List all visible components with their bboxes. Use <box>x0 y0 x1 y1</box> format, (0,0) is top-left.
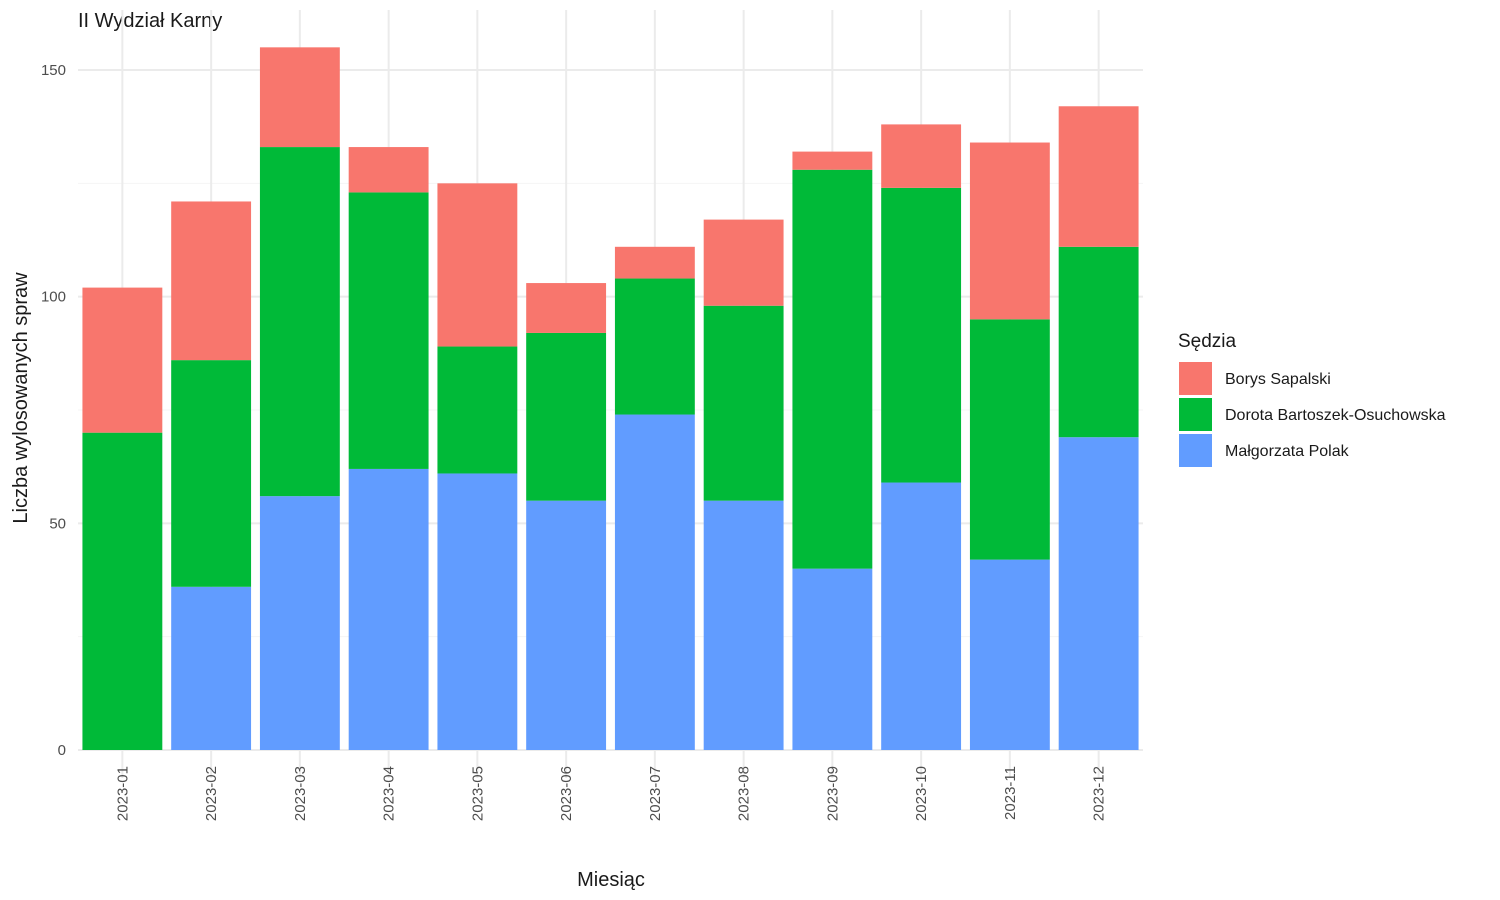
bar-segment <box>703 305 784 501</box>
legend-label: Dorota Bartoszek-Osuchowska <box>1225 407 1446 424</box>
bar-segment <box>614 246 695 279</box>
x-tick-label: 2023-02 <box>203 766 220 821</box>
bar-segment <box>259 496 340 750</box>
x-tick-label: 2023-07 <box>647 766 664 821</box>
x-tick-label: 2023-03 <box>292 766 309 821</box>
bar-segment <box>82 432 163 750</box>
bar-segment <box>437 346 518 474</box>
y-tick-label: 100 <box>41 289 66 306</box>
x-tick-label: 2023-10 <box>913 766 930 821</box>
bar-segment <box>437 473 518 750</box>
bar-segment <box>792 169 873 569</box>
bar-segment <box>881 124 962 188</box>
bar-segment <box>1058 437 1139 750</box>
legend-key <box>1179 362 1212 395</box>
bars <box>82 47 1139 750</box>
x-tick-label: 2023-08 <box>736 766 753 821</box>
x-tick-label: 2023-06 <box>558 766 575 821</box>
x-tick-label: 2023-11 <box>1002 766 1019 820</box>
bar-segment <box>881 187 962 483</box>
x-tick-label: 2023-09 <box>824 766 841 821</box>
bar-segment <box>259 147 340 497</box>
y-tick-label: 0 <box>58 742 66 759</box>
x-tick-label: 2023-04 <box>381 766 398 821</box>
bar-segment <box>969 142 1050 320</box>
bar-segment <box>614 414 695 750</box>
y-tick-label: 150 <box>41 62 66 79</box>
bar-segment <box>171 586 252 750</box>
x-tick-label: 2023-01 <box>114 766 131 821</box>
bar-segment <box>1058 246 1139 438</box>
bar-segment <box>348 468 429 750</box>
bar-segment <box>969 559 1050 750</box>
legend-label: Borys Sapalski <box>1225 371 1331 388</box>
bar-segment <box>348 147 429 193</box>
x-tick-label: 2023-12 <box>1091 766 1108 821</box>
bar-segment <box>881 482 962 750</box>
legend-key <box>1179 398 1212 431</box>
y-axis-ticks: 0 50 100 150 <box>41 62 66 759</box>
legend-label: Małgorzata Polak <box>1225 443 1350 460</box>
y-axis-title: Liczba wylosowanych spraw <box>10 272 32 524</box>
bar-segment <box>526 332 607 501</box>
bar-segment <box>703 500 784 750</box>
x-axis-ticks: 2023-01 2023-02 2023-03 2023-04 2023-05 2023-… <box>114 766 1107 821</box>
bar-segment <box>259 47 340 148</box>
x-tick-label: 2023-05 <box>469 766 486 821</box>
bar-segment <box>969 319 1050 560</box>
legend-title: Sędzia <box>1178 331 1237 352</box>
bar-segment <box>348 192 429 469</box>
bar-segment <box>614 278 695 415</box>
chart-title: II Wydział Karny <box>78 10 222 32</box>
bar-segment <box>792 151 873 170</box>
bar-segment <box>526 283 607 333</box>
x-axis-title: Miesiąc <box>577 869 645 891</box>
legend-key <box>1179 434 1212 467</box>
bar-segment <box>1058 106 1139 247</box>
bar-segment <box>82 287 163 433</box>
bar-segment <box>171 201 252 361</box>
bar-segment <box>792 568 873 750</box>
bar-segment <box>526 500 607 750</box>
bar-segment <box>437 183 518 347</box>
bar-segment <box>703 219 784 306</box>
legend: Sędzia Borys Sapalski Dorota Bartoszek-Os… <box>1178 331 1446 467</box>
bar-segment <box>171 360 252 587</box>
y-tick-label: 50 <box>49 515 66 532</box>
